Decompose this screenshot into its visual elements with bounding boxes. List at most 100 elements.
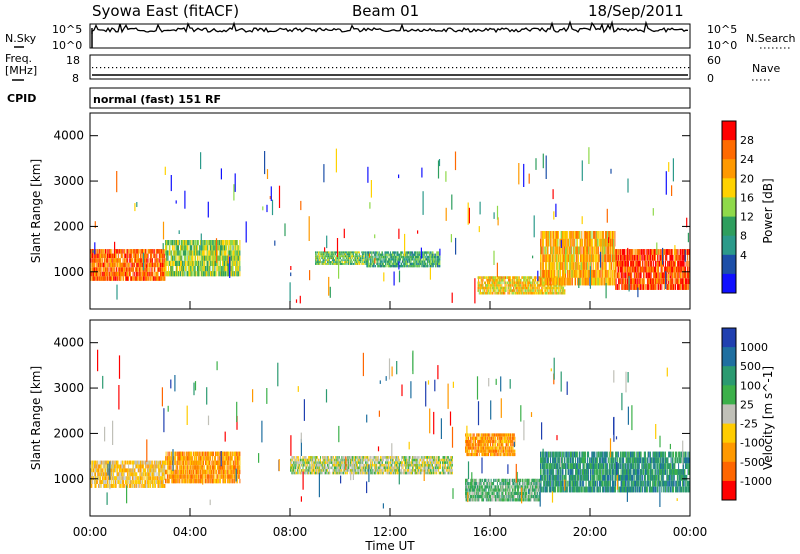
data-cell — [524, 276, 526, 279]
data-cell — [649, 254, 651, 261]
data-cell — [498, 286, 500, 290]
data-cell — [613, 277, 615, 286]
data-cell — [213, 271, 215, 277]
data-cell — [633, 266, 635, 273]
data-cell — [552, 238, 554, 247]
data-cell — [658, 284, 660, 290]
data-cell — [636, 260, 638, 267]
data-cell — [118, 484, 120, 488]
data-cell — [98, 464, 100, 469]
data-cell — [353, 255, 355, 258]
data-cell — [222, 266, 224, 272]
data-cell — [153, 267, 155, 272]
data-cell — [487, 281, 489, 285]
data-cell — [367, 255, 369, 259]
data-cell — [129, 476, 131, 481]
data-cell — [113, 460, 115, 465]
data-cell — [103, 258, 105, 263]
data-cell — [90, 484, 92, 488]
data-cell — [333, 257, 335, 260]
data-cell — [674, 278, 676, 285]
data-cell — [688, 284, 690, 290]
data-cell — [508, 276, 510, 279]
data-cell — [383, 265, 385, 268]
data-cell — [485, 286, 487, 290]
data-cell — [110, 271, 112, 277]
data-cell — [403, 262, 405, 265]
data-cell — [554, 246, 556, 255]
data-cell — [350, 257, 351, 260]
data-cell — [316, 261, 318, 263]
data-cell — [113, 262, 115, 268]
data-cell — [507, 281, 509, 285]
data-cell — [635, 284, 637, 290]
data-cell — [563, 291, 565, 295]
data-cell — [92, 262, 94, 268]
data-cell — [396, 262, 398, 265]
data-cell — [354, 257, 356, 260]
data-cell — [438, 265, 440, 268]
data-cell — [173, 245, 175, 251]
data-cell — [526, 276, 528, 279]
data-cell — [483, 291, 485, 295]
data-cell — [133, 258, 135, 263]
data-cell — [381, 255, 383, 259]
data-cell — [100, 484, 102, 488]
data-cell — [647, 260, 649, 267]
data-cell — [125, 476, 127, 481]
data-cell — [674, 284, 676, 290]
data-cell — [156, 271, 158, 277]
data-cell — [322, 255, 324, 258]
data-cell — [509, 278, 511, 282]
data-cell — [118, 480, 120, 484]
data-cell — [95, 480, 96, 484]
data-streak — [496, 205, 499, 220]
data-cell — [365, 260, 366, 263]
data-cell — [413, 265, 415, 268]
data-cell — [172, 255, 174, 261]
data-cell — [163, 271, 165, 277]
data-cell — [173, 260, 175, 266]
data-cell — [610, 246, 612, 255]
data-cell — [413, 262, 415, 265]
data-cell — [217, 260, 219, 266]
data-streak — [220, 168, 222, 180]
data-cell — [631, 260, 633, 267]
data-cell — [386, 260, 388, 263]
data-cell — [679, 254, 681, 261]
data-cell — [235, 271, 236, 277]
data-cell — [405, 255, 406, 259]
data-cell — [201, 271, 203, 277]
data-cell — [652, 278, 654, 285]
data-cell — [175, 271, 176, 277]
data-cell — [510, 286, 512, 290]
nave-dot — [96, 67, 98, 69]
data-cell — [183, 240, 185, 246]
data-cell — [418, 265, 420, 268]
data-cell — [333, 255, 335, 258]
data-cell — [162, 258, 164, 263]
data-cell — [550, 277, 551, 286]
data-cell — [364, 255, 366, 258]
data-cell — [561, 284, 563, 287]
data-cell — [519, 291, 521, 295]
data-cell — [651, 278, 653, 285]
data-cell — [212, 271, 214, 277]
data-cell — [436, 253, 438, 256]
data-cell — [608, 254, 610, 263]
data-cell — [111, 476, 113, 481]
data-cell — [675, 272, 676, 279]
data-cell — [546, 254, 548, 263]
data-cell — [103, 271, 105, 277]
freq-left-label-line1: Freq. — [5, 52, 32, 65]
data-cell — [112, 253, 114, 259]
data-cell — [179, 266, 181, 272]
data-cell — [95, 468, 97, 473]
data-cell — [191, 266, 193, 272]
data-cell — [521, 284, 523, 287]
data-cell — [586, 277, 588, 286]
data-cell — [361, 251, 363, 254]
data-cell — [434, 255, 436, 259]
data-cell — [528, 291, 530, 295]
data-cell — [540, 289, 542, 292]
